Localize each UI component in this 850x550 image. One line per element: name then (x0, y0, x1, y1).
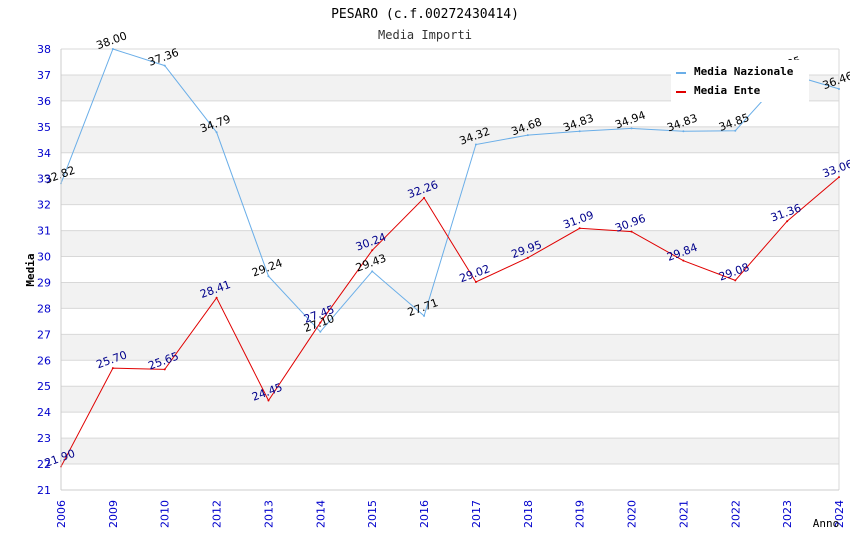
y-tick-label: 22 (37, 458, 51, 471)
legend: Media Nazionale Media Ente (671, 60, 809, 102)
x-tick-label: 2019 (574, 500, 587, 528)
data-point (838, 176, 840, 179)
legend-label-ente: Media Ente (694, 84, 761, 97)
y-tick-label: 29 (37, 276, 51, 289)
y-tick-label: 36 (37, 95, 51, 108)
y-tick-label: 28 (37, 302, 51, 315)
y-tick-label: 21 (37, 484, 51, 497)
data-point (267, 399, 270, 402)
data-point (734, 129, 737, 132)
y-axis-label: Media (24, 253, 37, 286)
data-label: 29.02 (458, 262, 492, 285)
x-tick-label: 2020 (626, 500, 639, 528)
y-tick-label: 27 (37, 328, 51, 341)
data-point (267, 275, 270, 278)
x-tick-label: 2021 (677, 500, 690, 528)
axes: 21 22 23 24 25 26 27 28 29 30 31 32 33 34 35 36 37 38 2006… (37, 43, 846, 528)
x-tick-label: 2006 (55, 500, 68, 528)
data-point (371, 270, 374, 273)
y-tick-label: 24 (37, 406, 51, 419)
data-point (423, 314, 426, 317)
data-point (682, 259, 685, 262)
data-point (163, 368, 166, 371)
data-point (319, 321, 322, 324)
data-point (630, 127, 633, 130)
legend-box (671, 60, 809, 102)
x-tick-label: 2022 (729, 500, 742, 528)
x-tick-label: 2023 (781, 500, 794, 528)
data-point (578, 130, 581, 133)
grid-band (61, 334, 839, 361)
data-label: 31.09 (561, 208, 595, 231)
series-line-media-nazionale (60, 48, 840, 333)
data-point (474, 280, 477, 283)
y-tick-label: 26 (37, 354, 51, 367)
y-tick-label: 35 (37, 121, 51, 134)
y-tick-label: 37 (37, 69, 51, 82)
data-label: 29.24 (250, 256, 284, 279)
y-tick-label: 33 (37, 173, 51, 186)
y-tick-label: 31 (37, 225, 51, 238)
series-lines (60, 48, 840, 468)
x-tick-label: 2015 (366, 500, 379, 528)
x-tick-label: 2013 (262, 500, 275, 528)
chart-subtitle: Media Importi (378, 28, 472, 42)
data-point (215, 296, 218, 299)
legend-label-nazionale: Media Nazionale (694, 65, 794, 78)
grid-band (61, 386, 839, 413)
y-tick-label: 38 (37, 43, 51, 56)
data-point (838, 87, 840, 90)
data-point (526, 256, 529, 259)
x-tick-label: 2024 (833, 500, 846, 528)
data-point (111, 48, 114, 50)
chart-title: PESARO (c.f.00272430414) (331, 7, 519, 22)
x-tick-label: 2014 (314, 500, 327, 528)
x-tick-label: 2018 (522, 500, 535, 528)
data-point (630, 230, 633, 233)
x-tick-label: 2012 (211, 500, 224, 528)
x-tick-label: 2017 (470, 500, 483, 528)
data-point (474, 143, 477, 146)
data-point (215, 131, 218, 134)
data-point (734, 279, 737, 282)
grid-band (61, 178, 839, 205)
data-point (371, 249, 374, 252)
y-tick-label: 25 (37, 380, 51, 393)
y-tick-label: 32 (37, 199, 51, 212)
data-point (682, 130, 685, 133)
grid-band (61, 282, 839, 309)
data-point (786, 220, 789, 223)
x-tick-label: 2016 (418, 500, 431, 528)
y-tick-label: 34 (37, 147, 51, 160)
y-tick-label: 30 (37, 251, 51, 264)
data-point (111, 367, 114, 370)
data-point (163, 64, 166, 67)
x-tick-label: 2010 (159, 500, 172, 528)
grid-band (61, 438, 839, 465)
x-tick-label: 2009 (107, 500, 120, 528)
data-point (319, 330, 322, 333)
grid-band (61, 230, 839, 257)
plot-background-bands (61, 74, 839, 465)
data-point (578, 227, 581, 230)
series-line-media-ente (60, 176, 840, 467)
y-tick-label: 23 (37, 432, 51, 445)
x-axis-label: Anno (813, 517, 840, 530)
data-point (526, 134, 529, 137)
data-point (423, 196, 426, 199)
data-label: 33.06 (821, 157, 850, 180)
